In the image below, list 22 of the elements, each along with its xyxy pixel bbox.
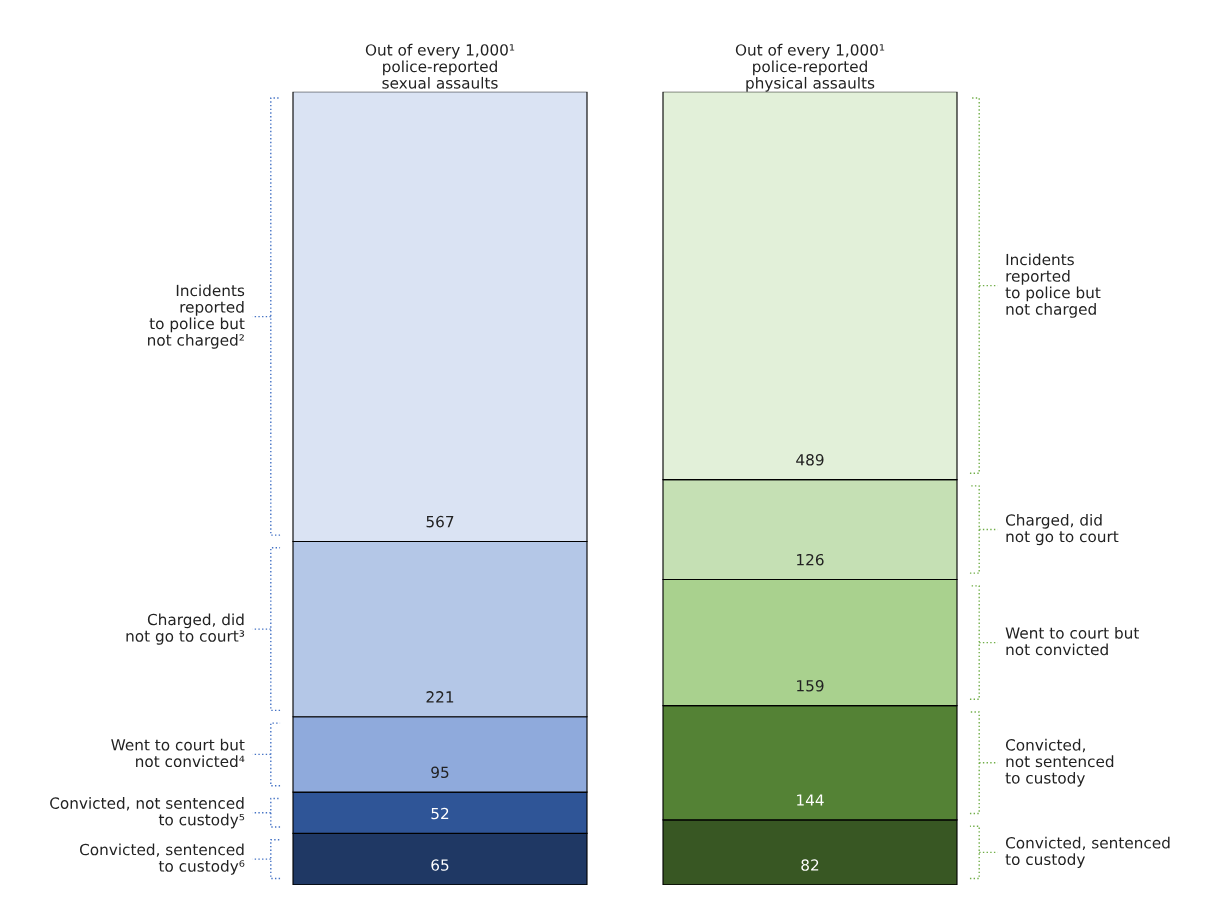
text: Charged, did not go to court³	[126, 613, 245, 645]
text: Incidents reported to police but not charged²	[148, 284, 245, 349]
text: Convicted, sentenced to custody	[1005, 836, 1170, 869]
data-label: 221	[426, 691, 454, 703]
data-label: 52	[431, 807, 449, 820]
x-tick-label: Out of every 1,000¹ police-reported sexual assaults	[365, 43, 515, 89]
text: Convicted, not sentenced to custody	[1005, 738, 1114, 787]
data-label: 144	[797, 794, 824, 806]
text: Convicted, not sentenced to custody⁵	[50, 797, 245, 829]
data-label: 82	[801, 859, 819, 871]
text: Convicted, sentenced to custody⁶	[79, 843, 245, 875]
data-label: 95	[431, 766, 449, 779]
data-label: 159	[797, 680, 824, 692]
text: Charged, did not go to court	[1005, 513, 1119, 546]
text: Incidents reported to police but not charged	[1005, 253, 1101, 318]
data-label: 567	[426, 515, 454, 528]
data-label: 65	[431, 859, 449, 871]
data-label: 126	[797, 553, 824, 566]
text: Went to court but not convicted	[1005, 626, 1139, 656]
data-label: 489	[796, 453, 824, 466]
x-tick-label: Out of every 1,000¹ police-reported physical assaults	[735, 43, 885, 92]
text: Went to court but not convicted⁴	[111, 738, 245, 768]
